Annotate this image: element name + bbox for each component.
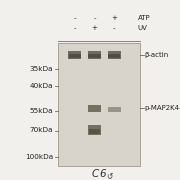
Bar (88, 125, 101, 135)
Text: 35kDa: 35kDa (30, 66, 53, 72)
Bar (88, 51, 101, 59)
Text: +: + (92, 25, 97, 31)
Text: 40kDa: 40kDa (30, 83, 53, 89)
Text: ↺: ↺ (107, 172, 113, 180)
Text: C: C (92, 169, 99, 179)
Bar (89, 129, 100, 134)
Text: β-actin: β-actin (144, 52, 168, 58)
Text: 100kDa: 100kDa (25, 154, 53, 160)
Text: p-MAP2K4-T261: p-MAP2K4-T261 (144, 105, 180, 111)
Bar (68, 51, 81, 59)
Bar (58, 43, 140, 166)
Bar (88, 105, 101, 112)
Bar (89, 54, 100, 58)
Bar (69, 54, 81, 58)
Text: -: - (93, 15, 96, 21)
Bar (108, 54, 120, 58)
Bar (108, 51, 121, 59)
Text: ATP: ATP (138, 15, 150, 21)
Text: +: + (111, 15, 117, 21)
Text: -: - (73, 25, 76, 31)
Text: 70kDa: 70kDa (30, 127, 53, 134)
Text: UV: UV (138, 25, 148, 31)
Text: -: - (113, 25, 116, 31)
Text: 55kDa: 55kDa (30, 108, 53, 114)
Text: -: - (73, 15, 76, 21)
Bar (108, 107, 121, 112)
Text: 6: 6 (99, 169, 106, 179)
